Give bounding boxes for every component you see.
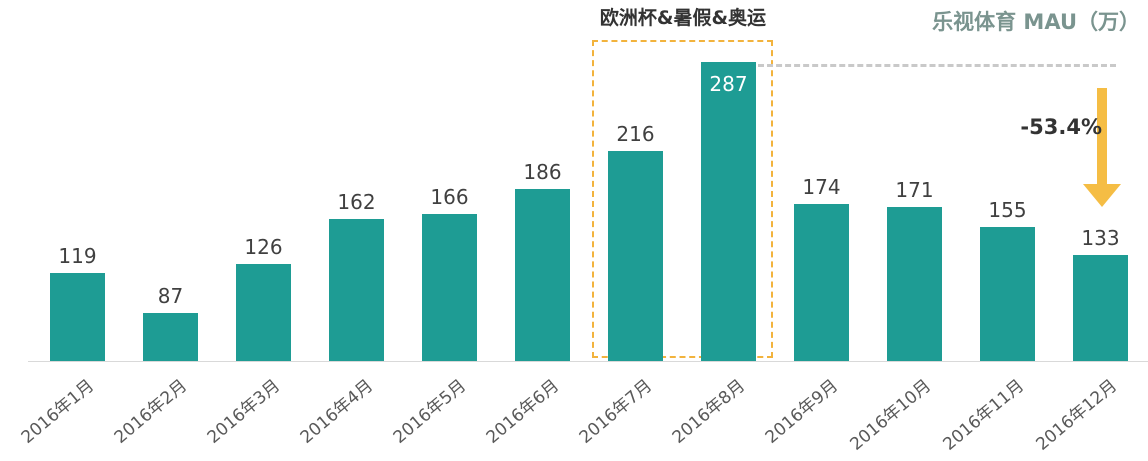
x-axis-line [28,361,1148,362]
highlight-dashed-box [592,40,773,358]
chart-title: 乐视体育 MAU（万） [932,10,1140,34]
x-axis-label: 2016年5月 [389,375,471,448]
x-axis-label: 2016年2月 [110,375,192,448]
drop-arrow-icon [1097,88,1107,184]
drop-percentage-label: -53.4% [1020,115,1102,139]
bar [143,313,198,361]
bar [887,207,942,361]
bar [515,189,570,361]
bar-value-label: 87 [157,284,184,308]
bar-value-label: 126 [244,235,283,259]
bar [236,264,291,361]
bar [980,227,1035,361]
x-axis-label: 2016年3月 [203,375,285,448]
bar-value-label: 166 [430,185,469,209]
bar-value-label: 174 [802,175,841,199]
bar [701,62,756,361]
bar [794,204,849,361]
x-axis-label: 2016年9月 [761,375,843,448]
highlight-annotation: 欧洲杯&暑假&奥运 [599,7,767,29]
bar-value-label: 133 [1081,226,1120,250]
drop-arrow-head-icon [1083,184,1121,207]
bar [329,219,384,361]
x-axis-label: 2016年7月 [575,375,657,448]
x-axis-label: 2016年6月 [482,375,564,448]
bar-value-label: 287 [709,72,748,96]
x-axis-label: 2016年4月 [296,375,378,448]
bar [50,273,105,361]
x-axis-label: 2016年12月 [1032,375,1122,455]
bar-value-label: 186 [523,160,562,184]
bar-value-label: 216 [616,122,655,146]
bar [608,151,663,361]
x-axis-label: 2016年10月 [846,375,936,455]
bar-value-label: 155 [988,198,1027,222]
x-axis-label: 2016年11月 [939,375,1029,455]
bar [422,214,477,361]
x-axis-label: 2016年1月 [17,375,99,448]
x-axis-label: 2016年8月 [668,375,750,448]
bar-value-label: 162 [337,190,376,214]
reference-dashed-line [758,64,1116,67]
bar [1073,255,1128,361]
bar-value-label: 171 [895,178,934,202]
bar-value-label: 119 [58,244,97,268]
